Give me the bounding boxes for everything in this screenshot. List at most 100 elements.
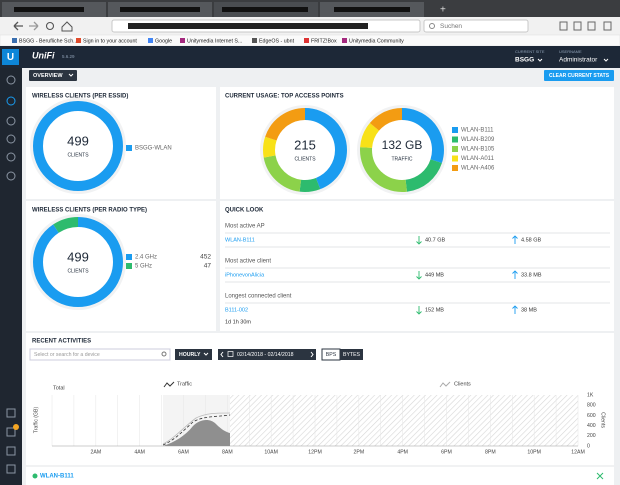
back-button[interactable] (13, 21, 23, 31)
donut-segment (360, 108, 444, 192)
donut-value: 499 (67, 133, 89, 148)
site: BSGG (515, 57, 534, 64)
calendar-icon (227, 351, 234, 357)
legend-entry: WLAN-A011 (461, 156, 495, 162)
nav-icon[interactable] (6, 134, 16, 144)
legend-entry-swatch (452, 165, 458, 171)
donut-segment (33, 217, 123, 307)
toolbar-icon[interactable] (559, 21, 568, 31)
donut-label: CLIENTS (67, 268, 89, 274)
x-tick-label: 6AM (178, 449, 189, 455)
view-select[interactable] (29, 70, 77, 81)
tab-title-blur (14, 7, 84, 12)
donut-segment (360, 108, 444, 192)
alert-badge (13, 424, 19, 430)
x-tick-label: 4PM (397, 449, 408, 455)
x-tick-label: 2AM (90, 449, 101, 455)
quick-look-label: Most active client (225, 259, 271, 265)
bookmark-icon (12, 38, 17, 43)
nav-icon[interactable] (6, 464, 16, 474)
unit-toggle-active[interactable] (340, 349, 363, 360)
nav-icon[interactable] (6, 96, 16, 106)
bookmark-icon (304, 38, 309, 43)
clear-stats-label: CLEAR CURRENT STATS (549, 73, 610, 79)
nav-icon[interactable] (6, 116, 16, 126)
bookmark: Unitymedia Community (349, 38, 404, 44)
x-tick-label: 8AM (222, 449, 233, 455)
donut-label: CLIENTS (67, 152, 89, 158)
caret (68, 73, 74, 77)
clear-stats-button[interactable] (544, 70, 614, 81)
nav-icon[interactable] (6, 427, 16, 437)
forward-button[interactable] (29, 21, 39, 31)
chart-total: Total (53, 385, 65, 391)
donut-inner (43, 227, 113, 297)
bookmark-icon (180, 38, 185, 43)
nav-icon[interactable] (6, 152, 16, 162)
right-tick-label: 400 (587, 423, 596, 429)
interval-label: HOURLY (179, 352, 201, 358)
x-tick-label: 6PM (441, 449, 452, 455)
traffic-area (163, 420, 230, 446)
footer-device: WLAN-B111 (40, 474, 74, 480)
quick-look-down: 152 MB (425, 307, 444, 313)
quick-look-name[interactable]: iPhonevonAlicia (225, 272, 265, 278)
logo-mark: U (7, 52, 14, 63)
down-arrow (416, 271, 422, 280)
toolbar-icon[interactable] (603, 21, 612, 31)
donut-segment (263, 108, 347, 192)
quick-look-name[interactable]: B111-002 (225, 307, 248, 313)
reload-button[interactable] (45, 21, 55, 31)
sidebar (0, 68, 22, 485)
url-blur (128, 23, 368, 29)
new-tab-icon: + (440, 5, 446, 16)
date-range[interactable] (218, 349, 316, 360)
interval-select[interactable] (175, 349, 212, 360)
user: Administrator (559, 57, 598, 64)
tab-title-blur (222, 7, 308, 12)
search-icon (161, 351, 167, 357)
bookmark: EdgeOS - ubnt (259, 38, 295, 44)
legend-entry: WLAN-B111 (461, 128, 494, 134)
bookmark-icon (76, 38, 81, 43)
search-box[interactable] (423, 19, 529, 33)
prev-arrow[interactable] (220, 351, 224, 358)
tab-title-blur (120, 7, 200, 12)
logo-badge (2, 49, 19, 65)
device-search[interactable] (29, 348, 171, 361)
x-tick-label: 10PM (527, 449, 541, 455)
toolbar-icon[interactable] (587, 21, 596, 31)
bookmark: Unitymedia Internet S... (187, 38, 242, 44)
search-placeholder: Suchen (440, 23, 462, 30)
close-button[interactable] (596, 472, 604, 480)
legend-entry-swatch (452, 136, 458, 143)
future-hatch (230, 395, 578, 446)
legend-value: 452 (200, 254, 211, 261)
nav-icon[interactable] (6, 446, 16, 456)
x-tick-label: 4AM (134, 449, 145, 455)
legend-icon (439, 381, 451, 388)
panel-title: QUICK LOOK (225, 208, 264, 214)
nav-icon[interactable] (6, 408, 16, 418)
bookmark-icon (252, 38, 257, 43)
next-arrow[interactable] (310, 351, 314, 358)
quick-look-name[interactable]: WLAN-B111 (225, 237, 255, 243)
up-arrow (512, 305, 518, 314)
bookmark: Google (155, 38, 172, 44)
legend-entry: WLAN-B105 (461, 147, 495, 153)
nav-icon[interactable] (6, 75, 16, 85)
legend-entry: WLAN-B209 (461, 137, 495, 143)
donut-inner (43, 111, 113, 181)
device-search-placeholder: Select or search for a device (34, 352, 100, 358)
quick-look-label: Longest connected client (225, 294, 292, 300)
down-arrow (416, 236, 422, 245)
logo: UniFi (32, 50, 55, 60)
legend-entry-swatch (126, 145, 132, 151)
nav-icon[interactable] (6, 171, 16, 181)
donut-inner (372, 120, 432, 180)
home-button[interactable] (61, 21, 73, 32)
toolbar-icon[interactable] (573, 21, 582, 31)
app-header (0, 46, 620, 68)
up-arrow (512, 270, 518, 279)
